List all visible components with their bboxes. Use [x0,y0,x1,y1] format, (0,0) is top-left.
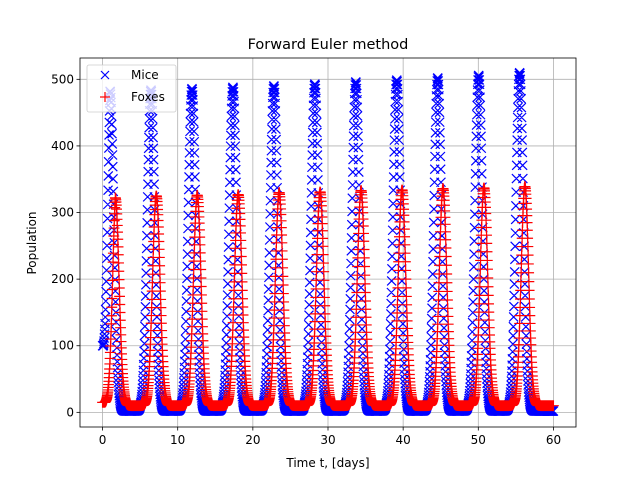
series-foxes-markers [97,181,559,412]
y-tick-label: 0 [66,405,74,419]
legend-marker-foxes [100,92,110,102]
legend-label-mice: Mice [131,68,159,82]
x-tick-label: 50 [471,433,486,447]
y-axis: 0 100 200 300 400 500 [51,72,80,419]
x-tick-label: 40 [396,433,411,447]
legend-box [86,64,177,113]
y-tick-label: 200 [51,272,74,286]
legend-marker-mice [100,70,110,80]
series-foxes [97,181,559,412]
legend-label-foxes: Foxes [131,90,165,104]
x-axis-title: Time t, [days] [285,456,369,470]
x-tick-label: 60 [546,433,561,447]
x-tick-label: 10 [170,433,185,447]
y-tick-label: 100 [51,339,74,353]
chart-title: Forward Euler method [248,37,409,53]
x-axis: 0 10 20 30 40 50 60 [99,427,561,447]
x-tick-label: 0 [99,433,107,447]
y-tick-label: 500 [51,72,74,86]
x-tick-label: 20 [245,433,260,447]
x-tick-label: 30 [320,433,335,447]
y-axis-title: Population [25,211,39,274]
y-tick-label: 300 [51,206,74,220]
legend: Mice Foxes [86,64,177,113]
y-tick-label: 400 [51,139,74,153]
plot-area [97,67,559,416]
